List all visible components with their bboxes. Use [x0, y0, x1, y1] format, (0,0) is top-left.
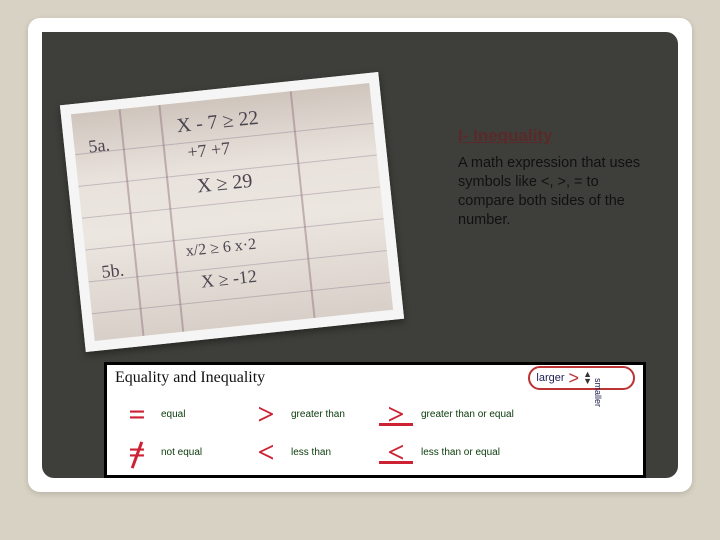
handwriting-line2: +7 +7	[186, 138, 231, 163]
handwriting-5b: 5b.	[101, 260, 126, 283]
chart-title: Equality and Inequality	[115, 369, 265, 387]
arrow-stack-icon: ▲▼	[583, 371, 592, 385]
equal-label: equal	[161, 409, 241, 420]
less-than-symbol: <	[245, 439, 287, 466]
paper-margin-line	[119, 109, 145, 336]
slide-title: I- Inequality	[458, 126, 552, 146]
gte-symbol: >	[375, 401, 417, 428]
symbol-chart: Equality and Inequality larger > ▲▼ smal…	[104, 362, 646, 478]
handwriting-line1: X - 7 ≥ 22	[176, 107, 260, 138]
handwriting-line4: x/2 ≥ 6 x·2	[185, 236, 257, 261]
definition-text: A math expression that uses symbols like…	[458, 154, 648, 231]
greater-than-icon: >	[569, 369, 580, 387]
greater-than-symbol: >	[245, 401, 287, 428]
slide-card: 5a. X - 7 ≥ 22 +7 +7 X ≥ 29 5b. x/2 ≥ 6 …	[28, 18, 692, 492]
not-equal-label: not equal	[161, 447, 241, 458]
handwriting-photo: 5a. X - 7 ≥ 22 +7 +7 X ≥ 29 5b. x/2 ≥ 6 …	[60, 72, 404, 352]
larger-smaller-badge: larger > ▲▼ smaller	[528, 366, 635, 390]
not-equal-symbol: =	[117, 439, 157, 466]
chart-header: Equality and Inequality larger > ▲▼ smal…	[107, 365, 643, 390]
gte-label: greater than or equal	[421, 409, 633, 420]
handwriting-5a: 5a.	[87, 134, 111, 157]
larger-label: larger	[536, 372, 564, 384]
less-than-label: less than	[291, 447, 371, 458]
equal-symbol: =	[117, 401, 157, 428]
notebook-paper: 5a. X - 7 ≥ 22 +7 +7 X ≥ 29 5b. x/2 ≥ 6 …	[71, 83, 393, 341]
lte-symbol: <	[375, 439, 417, 466]
paper-margin-line	[158, 105, 184, 332]
greater-than-label: greater than	[291, 409, 371, 420]
symbol-grid: = equal > greater than > greater than or…	[117, 395, 633, 471]
slide-inner-panel: 5a. X - 7 ≥ 22 +7 +7 X ≥ 29 5b. x/2 ≥ 6 …	[42, 32, 678, 478]
lte-label: less than or equal	[421, 447, 633, 458]
paper-margin-line	[290, 91, 316, 318]
handwriting-line3: X ≥ 29	[196, 170, 254, 199]
handwriting-line5: X ≥ -12	[200, 266, 258, 293]
